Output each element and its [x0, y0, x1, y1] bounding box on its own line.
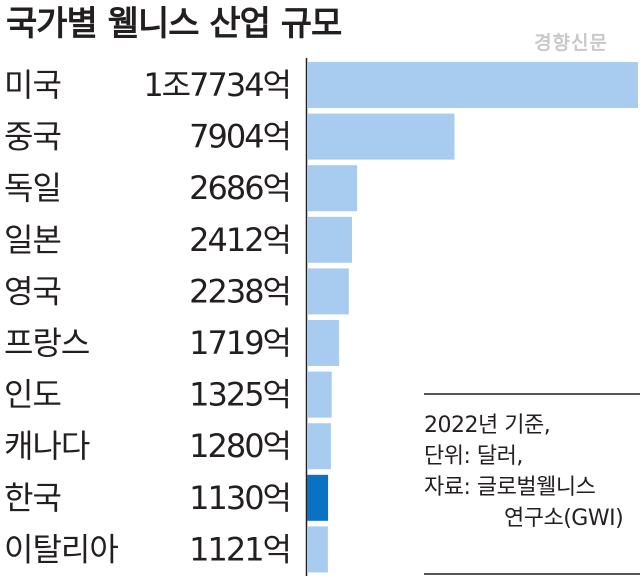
value-label-5: 1719억 [189, 324, 290, 362]
value-label-9: 1121억 [189, 530, 290, 568]
bar-6 [307, 371, 332, 418]
category-label-0: 미국 [4, 66, 61, 104]
note-source-cont: 연구소(GWI) [504, 506, 624, 531]
bar-1 [307, 113, 455, 160]
note-source: 자료: 글로벌웰니스 [424, 475, 596, 500]
bar-4 [307, 268, 349, 315]
value-label-8: 1130억 [189, 479, 290, 517]
bar-9 [307, 526, 328, 573]
category-label-9: 이탈리아 [4, 530, 118, 568]
value-label-6: 1325억 [189, 376, 290, 414]
category-label-4: 영국 [4, 272, 61, 310]
value-label-3: 2412억 [189, 221, 290, 259]
category-label-1: 중국 [4, 118, 61, 156]
category-label-8: 한국 [4, 479, 61, 517]
value-label-4: 2238억 [189, 272, 290, 310]
bar-3 [307, 216, 352, 263]
value-label-1: 7904억 [189, 118, 290, 156]
bar-0 [307, 62, 638, 108]
category-label-5: 프랑스 [4, 324, 89, 362]
note-unit: 단위: 달러, [424, 444, 523, 469]
chart-note: 2022년 기준, 단위: 달러, 자료: 글로벌웰니스 연구소(GWI) [424, 410, 638, 534]
bar-2 [307, 165, 358, 212]
note-basis: 2022년 기준, [424, 413, 551, 438]
category-label-7: 캐나다 [4, 427, 90, 465]
bar-5 [307, 320, 340, 366]
chart-title: 국가별 웰니스 산업 규모 [6, 4, 342, 44]
value-label-7: 1280억 [189, 427, 290, 465]
value-label-0: 1조7734억 [143, 66, 290, 104]
category-label-2: 독일 [4, 169, 61, 207]
value-label-2: 2686억 [189, 169, 290, 207]
watermark: 경향신문 [534, 32, 608, 54]
category-label-3: 일본 [4, 221, 61, 259]
category-label-6: 인도 [4, 376, 61, 414]
bar-8 [307, 474, 329, 521]
bar-7 [307, 423, 331, 470]
